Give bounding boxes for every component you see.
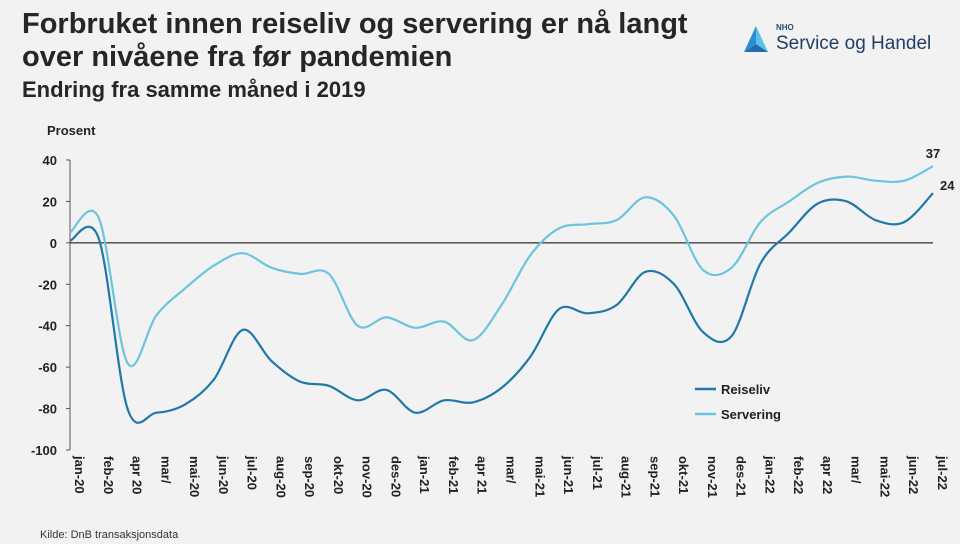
x-tick-label: jun-20 bbox=[216, 455, 231, 494]
x-tick-label: feb-22 bbox=[791, 456, 806, 494]
y-tick-label: -60 bbox=[38, 360, 57, 375]
end-label-reiseliv: 24 bbox=[940, 178, 955, 193]
end-label-servering: 37 bbox=[926, 146, 940, 161]
x-tick-label: mar/ bbox=[504, 456, 519, 484]
x-tick-label: mar/ bbox=[849, 456, 864, 484]
x-tick-label: mai-22 bbox=[877, 456, 892, 497]
x-tick-label: jul-22 bbox=[935, 455, 950, 490]
x-tick-label: jul-20 bbox=[245, 455, 260, 490]
y-tick-label: 40 bbox=[43, 153, 57, 168]
x-tick-label: jul-21 bbox=[590, 455, 605, 490]
legend: Reiseliv Servering bbox=[695, 382, 781, 422]
x-tick-label: mar/ bbox=[158, 456, 173, 484]
series-lines bbox=[69, 165, 934, 424]
x-tick-label: apr 20 bbox=[130, 456, 145, 494]
x-tick-label: jan-20 bbox=[72, 455, 87, 494]
x-tick-label: feb-21 bbox=[446, 456, 461, 494]
logo-icon bbox=[744, 26, 768, 52]
x-tick-label: okt-20 bbox=[331, 456, 346, 494]
x-axis-ticks: jan-20 feb-20 apr 20 mar/mai-20 jun-20 jul-20… bbox=[72, 455, 950, 498]
source-note: Kilde: DnB transaksjonsdata bbox=[40, 529, 179, 541]
series-line-reiseliv bbox=[69, 192, 934, 424]
x-tick-label: mai-21 bbox=[532, 456, 547, 497]
series-line-servering bbox=[69, 165, 934, 368]
chart-subtitle: Endring fra samme måned i 2019 bbox=[22, 77, 366, 102]
x-tick-label: aug-21 bbox=[619, 456, 634, 498]
y-tick-label: 20 bbox=[43, 194, 57, 209]
x-tick-label: sep-20 bbox=[302, 456, 317, 497]
chart-title: Forbruket innen reiseliv og servering er… bbox=[22, 8, 688, 73]
x-tick-label: apr 21 bbox=[475, 456, 490, 494]
x-tick-label: sep-21 bbox=[647, 456, 662, 497]
y-axis-label: Prosent bbox=[47, 123, 96, 138]
x-tick-label: nov-20 bbox=[360, 456, 375, 498]
logo-small-text: NHO bbox=[776, 23, 794, 32]
y-tick-label: 0 bbox=[50, 236, 57, 251]
x-tick-label: des-20 bbox=[388, 456, 403, 497]
y-tick-label: -20 bbox=[38, 277, 57, 292]
nho-logo: NHO Service og Handel bbox=[740, 22, 950, 58]
x-tick-label: nov-21 bbox=[705, 456, 720, 498]
y-tick-label: -80 bbox=[38, 402, 57, 417]
x-tick-label: okt-21 bbox=[676, 456, 691, 494]
x-tick-label: mai-20 bbox=[187, 456, 202, 497]
x-tick-label: feb-20 bbox=[101, 456, 116, 494]
y-tick-label: -100 bbox=[31, 443, 57, 458]
x-tick-label: jan-21 bbox=[417, 455, 432, 494]
end-labels: 37 24 bbox=[926, 146, 955, 193]
x-tick-label: jun-21 bbox=[561, 455, 576, 494]
legend-label-servering: Servering bbox=[721, 407, 781, 422]
y-axis-ticks: 40 20 0 -20 -40 -60 -80 -100 bbox=[31, 153, 70, 458]
x-tick-label: aug-20 bbox=[273, 456, 288, 498]
x-tick-label: apr 22 bbox=[820, 456, 835, 494]
logo-brand-text: Service og Handel bbox=[776, 33, 932, 54]
legend-label-reiseliv: Reiseliv bbox=[721, 382, 771, 397]
x-tick-label: jun-22 bbox=[906, 455, 921, 494]
x-tick-label: jan-22 bbox=[762, 455, 777, 494]
y-tick-label: -40 bbox=[38, 319, 57, 334]
x-tick-label: des-21 bbox=[734, 456, 749, 497]
